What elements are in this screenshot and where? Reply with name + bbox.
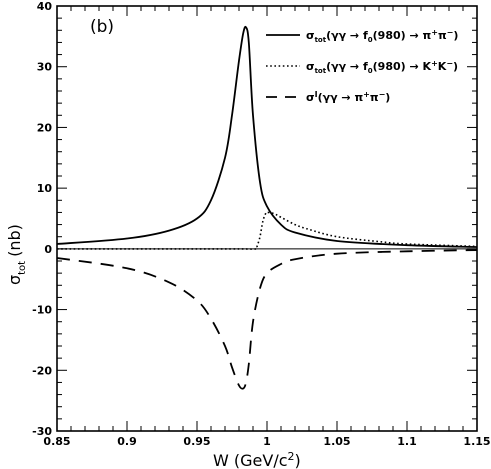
x-axis-label-main: W (GeV/c xyxy=(213,451,288,469)
legend-text-b: (980) → π xyxy=(373,29,432,42)
legend-sigma: σ xyxy=(306,29,315,42)
legend-text-b: (980) → K xyxy=(373,60,432,73)
panel-label: (b) xyxy=(90,17,114,37)
legend-text-a: (γγ → f xyxy=(326,29,368,42)
y-axis-label: σtot (nb) xyxy=(5,224,28,285)
y-axis-label-unit: (nb) xyxy=(5,224,24,257)
legend-sub: tot xyxy=(315,36,327,44)
legend-text-a: (γγ → f xyxy=(326,60,368,73)
series-line-solid xyxy=(56,25,478,248)
legend-text-c: π xyxy=(438,29,447,42)
legend-sub: 0 xyxy=(368,67,373,75)
y-tick-label: 40 xyxy=(37,0,53,13)
series-lines xyxy=(56,25,478,390)
legend-entry: σtot(γγ → f0(980) → π+π−) xyxy=(306,28,458,44)
legend-text-d: ) xyxy=(453,29,458,42)
y-tick-label: 10 xyxy=(37,182,53,195)
legend-sup: + xyxy=(431,59,438,68)
legend-sup: + xyxy=(431,28,438,37)
legend-text-d: ) xyxy=(385,91,390,104)
legend-sup: + xyxy=(363,90,370,99)
legend-text-a: (γγ → π xyxy=(318,91,364,104)
series-line-dotted xyxy=(57,211,478,250)
x-tick-label: 1 xyxy=(263,435,271,448)
legend-text-c: π xyxy=(370,91,379,104)
x-tick-label: 0.95 xyxy=(183,435,210,448)
y-axis-label-sub: tot xyxy=(17,261,28,275)
legend: σtot(γγ → f0(980) → π+π−)σtot(γγ → f0(98… xyxy=(266,28,458,104)
legend-sub: tot xyxy=(315,67,327,75)
x-tick-label: 1.05 xyxy=(323,435,350,448)
x-tick-label: 1.1 xyxy=(397,435,417,448)
x-axis-label-end: ) xyxy=(295,451,301,469)
legend-entry: σtot(γγ → f0(980) → K+K−) xyxy=(306,59,458,75)
x-tick-label: 0.85 xyxy=(43,435,70,448)
series-line-dashed xyxy=(56,249,478,390)
legend-entry: σI(γγ → π+π−) xyxy=(306,90,390,104)
legend-sigma: σ xyxy=(306,91,315,104)
x-axis-label: W (GeV/c2) xyxy=(213,450,301,469)
y-axis-label-sigma: σ xyxy=(5,275,24,285)
legend-sup: − xyxy=(379,90,386,99)
legend-sup: − xyxy=(447,28,454,37)
y-tick-label: 30 xyxy=(37,61,53,74)
legend-sup: I xyxy=(315,90,318,99)
tick-labels: 0.85 0.9 0.95 1 1.05 1.1 1.15 -30 -20 -10 0 10 20 30 4… xyxy=(32,0,490,448)
y-tick-label: -10 xyxy=(32,304,52,317)
y-tick-label: 0 xyxy=(44,243,52,256)
x-axis-label-sup: 2 xyxy=(288,450,295,463)
legend-text-c: K xyxy=(438,60,447,73)
x-tick-label: 0.9 xyxy=(117,435,137,448)
y-tick-label: -20 xyxy=(32,364,52,377)
legend-sigma: σ xyxy=(306,60,315,73)
y-tick-label: -30 xyxy=(32,425,52,438)
legend-sub: 0 xyxy=(368,36,373,44)
legend-sup: − xyxy=(446,59,453,68)
x-tick-label: 1.15 xyxy=(463,435,490,448)
y-tick-label: 20 xyxy=(37,121,53,134)
legend-text-d: ) xyxy=(453,60,458,73)
